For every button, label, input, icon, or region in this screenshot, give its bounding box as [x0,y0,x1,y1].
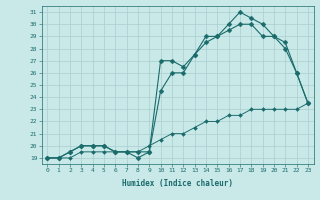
X-axis label: Humidex (Indice chaleur): Humidex (Indice chaleur) [122,179,233,188]
